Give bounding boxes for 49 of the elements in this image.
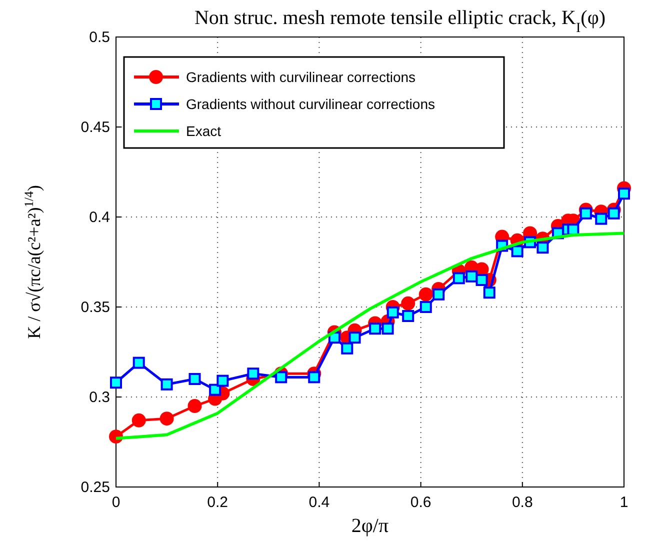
point	[110, 376, 122, 389]
point	[595, 212, 608, 225]
point	[216, 374, 229, 387]
legend-label: Gradients with curvilinear corrections	[186, 69, 416, 85]
x-axis-title: 2φ/π	[351, 515, 389, 537]
point	[418, 287, 433, 302]
x-tick-label: 0.8	[512, 494, 533, 511]
x-tick-label: 0.4	[308, 494, 330, 511]
point	[341, 342, 354, 354]
point	[132, 413, 146, 428]
point	[476, 274, 488, 286]
point	[308, 371, 320, 384]
point	[209, 384, 222, 396]
point	[420, 301, 432, 313]
point	[580, 207, 592, 220]
point	[452, 272, 465, 284]
point	[188, 373, 201, 385]
point	[511, 245, 524, 258]
point	[382, 322, 394, 335]
point	[401, 296, 416, 310]
point	[132, 356, 145, 369]
y-tick-label: 0.45	[80, 119, 110, 136]
point	[160, 412, 174, 426]
chart-title: Non struc. mesh remote tensile elliptic crack, K$_{I}$(φ)	[194, 7, 606, 36]
point	[369, 322, 382, 335]
x-tick-label: 0.2	[207, 494, 228, 511]
point	[247, 368, 260, 380]
y-tick-label: 0.35	[80, 299, 110, 316]
point	[608, 207, 620, 220]
legend-label: Exact	[186, 123, 222, 139]
x-tick-label: 0.6	[410, 494, 432, 511]
point	[275, 371, 288, 384]
y-tick-label: 0.3	[89, 389, 110, 406]
point	[160, 378, 173, 390]
y-tick-label: 0.5	[89, 29, 110, 46]
point	[483, 286, 496, 299]
x-tick-label: 1	[620, 494, 628, 511]
point	[402, 310, 414, 322]
point	[386, 306, 399, 318]
point	[536, 242, 549, 254]
x-tick-label: 0	[112, 494, 120, 511]
point	[618, 188, 630, 200]
point	[188, 399, 202, 413]
legend-label: Gradients without curvilinear corrections	[186, 96, 435, 112]
point	[466, 270, 478, 282]
point	[432, 288, 445, 300]
point	[348, 332, 361, 344]
y-tick-label: 0.4	[89, 209, 110, 226]
y-tick-label: 0.25	[80, 479, 110, 496]
